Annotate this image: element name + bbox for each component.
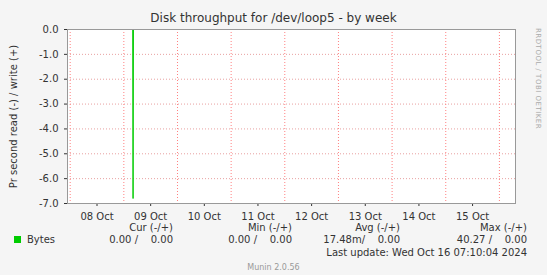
svg-text:-3.0: -3.0 — [39, 98, 59, 109]
html-text:Disk throughput for /dev/loop5: Disk throughput for /dev/loop5 - by week — [150, 11, 397, 25]
svg-text:Pr second read (-) / write (+): Pr second read (-) / write (+) — [8, 45, 19, 188]
svg-text:-4.0: -4.0 — [39, 123, 59, 134]
svg-text:0.0: 0.0 — [43, 24, 59, 35]
html-text:Bytes: Bytes — [27, 234, 56, 245]
html-text:0.00 / 0.00: 0.00 / 0.00 — [228, 234, 292, 245]
html-text:Avg (-/+): Avg (-/+) — [355, 222, 400, 233]
html-text:Cur (-/+): Cur (-/+) — [129, 222, 173, 233]
svg-text:11 Oct: 11 Oct — [241, 211, 274, 220]
html-text:0.00 / 0.00: 0.00 / 0.00 — [109, 234, 173, 245]
svg-text:12 Oct: 12 Oct — [295, 211, 328, 220]
svg-text:08 Oct: 08 Oct — [80, 211, 113, 220]
svg-text:09 Oct: 09 Oct — [134, 211, 167, 220]
html-text:Max (-/+): Max (-/+) — [480, 222, 527, 233]
html-text:RRDTOOL / TOBI OETIKER: RRDTOOL / TOBI OETIKER — [534, 28, 542, 130]
svg-text:15 Oct: 15 Oct — [456, 211, 489, 220]
html-text:40.27 / 0.00: 40.27 / 0.00 — [456, 234, 527, 245]
svg-text:10 Oct: 10 Oct — [188, 211, 221, 220]
html-text:Last update: Wed Oct 16 07:10:: Last update: Wed Oct 16 07:10:04 2024 — [326, 247, 527, 258]
svg-text:-6.0: -6.0 — [39, 173, 59, 184]
svg-text:-5.0: -5.0 — [39, 148, 59, 159]
svg-text:-2.0: -2.0 — [39, 73, 59, 84]
svg-text:-1.0: -1.0 — [39, 49, 59, 60]
svg-text:14 Oct: 14 Oct — [402, 211, 435, 220]
html-text:17.48m/ 0.00: 17.48m/ 0.00 — [323, 234, 400, 245]
html-text:Min (-/+): Min (-/+) — [247, 222, 292, 233]
html-text:Munin 2.0.56: Munin 2.0.56 — [247, 263, 300, 272]
svg-text:-7.0: -7.0 — [39, 198, 59, 209]
svg-text:13 Oct: 13 Oct — [349, 211, 382, 220]
